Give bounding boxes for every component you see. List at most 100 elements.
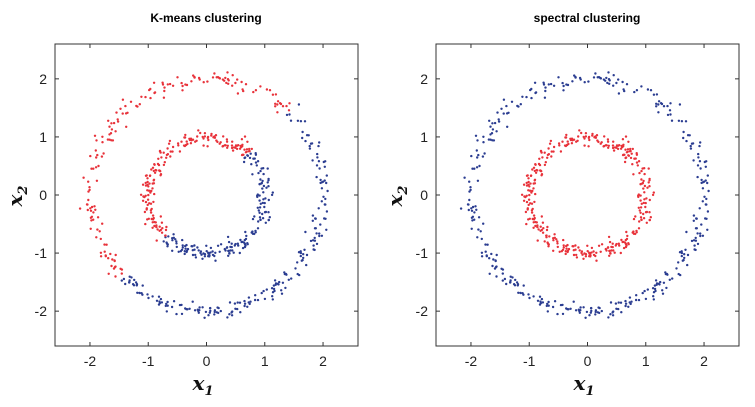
data-point [586,244,589,247]
data-point [633,157,636,160]
data-point [159,215,162,218]
data-point [216,306,219,309]
data-point [665,286,668,290]
data-point [276,100,280,103]
plot-area [54,43,359,347]
data-point [640,218,643,222]
data-point [665,272,669,276]
data-point [171,150,174,153]
data-point [644,297,648,301]
data-point [180,81,183,85]
data-point [152,169,155,173]
data-point [534,171,538,174]
data-point [562,244,565,247]
data-point [686,263,689,267]
data-point [132,284,136,287]
data-point [523,195,526,198]
data-point [617,78,620,81]
data-point [244,230,247,234]
data-point [634,215,637,218]
data-point [78,207,82,210]
data-point [594,310,597,314]
data-point [624,156,628,159]
data-point [161,81,164,84]
data-point [152,182,156,185]
data-point [228,313,231,316]
data-point [185,243,188,247]
data-point [183,136,187,139]
data-point [233,302,237,305]
data-point [695,227,698,230]
data-point [692,159,695,162]
data-point [206,80,209,83]
data-point [480,255,484,258]
data-point [322,195,325,198]
data-point [302,253,305,256]
data-point [214,251,217,254]
data-point [683,253,686,256]
data-point [209,251,212,254]
data-point [175,240,178,243]
data-point [469,186,472,189]
y-tick-label: -1 [416,245,429,261]
data-point [497,118,500,121]
data-point [527,198,531,201]
data-point [152,81,156,85]
data-point [264,197,267,200]
data-point [626,148,630,151]
data-point [93,134,97,137]
x-tick-label: -2 [84,353,97,369]
data-point [191,300,194,303]
data-point [180,303,183,307]
x-axis-label: x1 [573,371,595,399]
data-point [172,236,175,239]
data-point [222,135,225,138]
data-point [652,295,655,298]
data-point [538,157,541,160]
data-point [175,245,178,249]
data-point [694,236,697,240]
data-point [467,203,470,206]
x-tick-label: 2 [319,353,327,369]
data-point [530,209,534,212]
data-point [683,256,686,260]
data-point [138,103,141,106]
data-point [184,307,187,310]
data-point [634,232,637,236]
data-point [281,105,285,108]
data-point [243,245,247,249]
data-point [474,134,478,137]
data-point [557,142,561,145]
data-point [609,313,612,316]
data-point [602,78,606,81]
data-point [111,139,115,142]
x-tick-label: -1 [142,353,155,369]
data-point [258,194,261,197]
data-point [213,313,216,316]
data-point [311,219,314,222]
data-point [141,293,144,296]
data-point [109,132,113,135]
kmeans-panel: K-means clustering -2 -1 0 1 2 -2 -1 0 1 2 x1 x2 [3,11,359,399]
data-point [284,272,288,276]
data-point [619,147,623,150]
data-point [233,244,236,247]
data-point [704,165,707,168]
data-point [219,309,222,313]
data-point [530,191,533,194]
data-point [655,282,659,285]
data-point [468,190,471,193]
data-point [160,221,164,224]
data-point [477,153,480,157]
data-point [86,203,89,206]
data-point [536,239,539,242]
data-point [155,224,158,227]
data-point [567,308,570,311]
data-point [206,135,210,139]
data-point [553,300,557,303]
data-point [278,280,281,284]
data-point [470,207,473,210]
data-point [470,216,474,219]
data-point [243,156,247,159]
data-point [621,138,625,141]
